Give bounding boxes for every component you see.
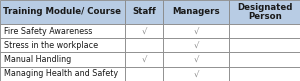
Text: Stress in the workplace: Stress in the workplace — [4, 41, 98, 50]
FancyBboxPatch shape — [124, 24, 164, 38]
FancyBboxPatch shape — [164, 38, 230, 52]
FancyBboxPatch shape — [124, 67, 164, 81]
Text: Managers: Managers — [173, 7, 220, 16]
Text: √: √ — [141, 55, 147, 64]
Text: Staff: Staff — [132, 7, 156, 16]
FancyBboxPatch shape — [164, 24, 230, 38]
Text: √: √ — [194, 69, 199, 78]
Text: √: √ — [194, 27, 199, 36]
Text: √: √ — [194, 55, 199, 64]
Text: Designated
Person: Designated Person — [237, 3, 292, 21]
Text: √: √ — [141, 27, 147, 36]
FancyBboxPatch shape — [124, 52, 164, 67]
FancyBboxPatch shape — [0, 38, 124, 52]
FancyBboxPatch shape — [230, 67, 300, 81]
FancyBboxPatch shape — [0, 52, 124, 67]
FancyBboxPatch shape — [0, 67, 124, 81]
FancyBboxPatch shape — [164, 52, 230, 67]
Text: Training Module/ Course: Training Module/ Course — [3, 7, 121, 16]
Text: Fire Safety Awareness: Fire Safety Awareness — [4, 27, 92, 36]
Text: Managing Health and Safety: Managing Health and Safety — [4, 69, 118, 78]
FancyBboxPatch shape — [230, 24, 300, 38]
FancyBboxPatch shape — [164, 0, 230, 24]
FancyBboxPatch shape — [124, 0, 164, 24]
FancyBboxPatch shape — [124, 38, 164, 52]
Text: Manual Handling: Manual Handling — [4, 55, 71, 64]
FancyBboxPatch shape — [0, 24, 124, 38]
FancyBboxPatch shape — [164, 67, 230, 81]
FancyBboxPatch shape — [230, 38, 300, 52]
FancyBboxPatch shape — [230, 0, 300, 24]
Text: √: √ — [194, 41, 199, 50]
FancyBboxPatch shape — [230, 52, 300, 67]
FancyBboxPatch shape — [0, 0, 124, 24]
